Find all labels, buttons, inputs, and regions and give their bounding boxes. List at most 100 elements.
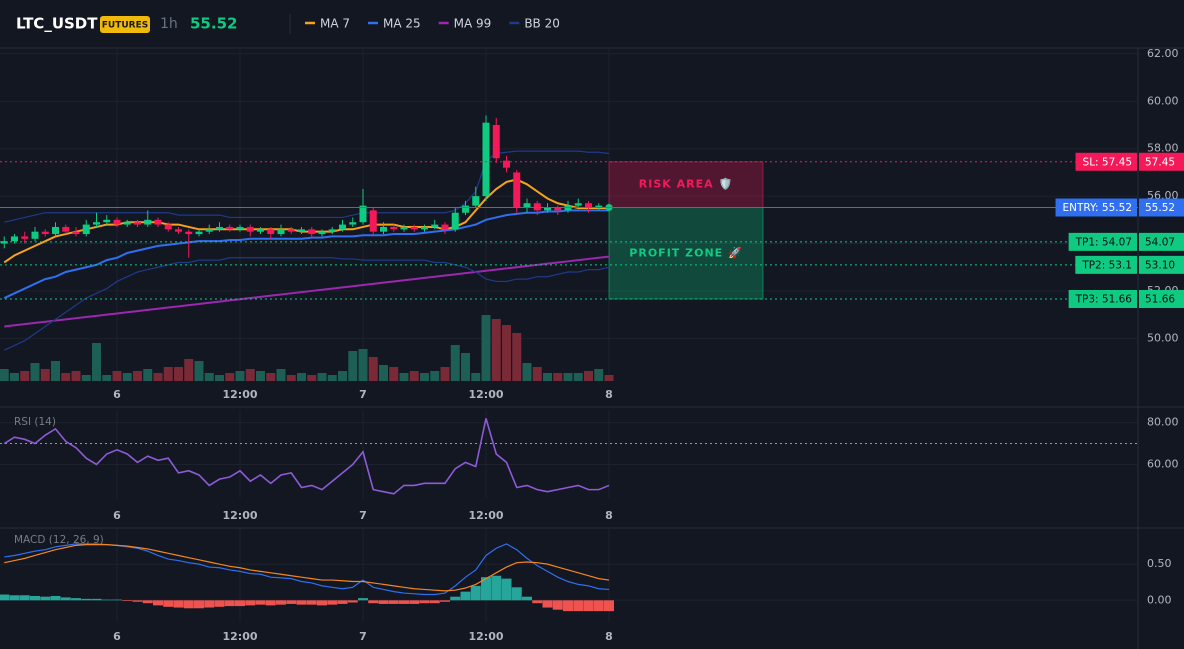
candle-body	[585, 203, 592, 208]
volume-bar	[327, 375, 337, 381]
volume-bar	[92, 343, 101, 381]
grid-layer: 62.0060.0058.0056.0054.0052.0050.00612:0…	[0, 47, 1179, 643]
candle-body	[308, 229, 316, 235]
level-tag	[1075, 152, 1137, 171]
candle-body	[72, 231, 80, 235]
histogram-bar	[71, 598, 81, 601]
band-upper	[4, 150, 610, 223]
histogram-bar	[153, 600, 163, 606]
level-label: TP3: 51.66	[1075, 293, 1133, 305]
histogram-bar	[214, 600, 225, 607]
y-tick-label: 0.50	[1147, 557, 1172, 570]
candle-body	[236, 226, 244, 230]
histogram-bar	[450, 596, 461, 601]
volume-bar	[307, 375, 317, 381]
x-tick-label: 8	[605, 509, 613, 522]
histogram-bar	[101, 599, 112, 601]
x-tick-label: 12:00	[468, 509, 503, 522]
candle-body	[103, 219, 111, 223]
histogram-bar	[491, 575, 502, 601]
level-label: TP2: 53.1	[1081, 259, 1132, 271]
x-tick-label: 6	[113, 630, 121, 643]
histogram-bar	[419, 600, 430, 604]
volume-bar	[440, 367, 450, 381]
histogram-bar	[501, 578, 512, 601]
histogram-bar	[50, 595, 61, 601]
level-price-tag	[1139, 255, 1184, 274]
candle-body	[451, 212, 459, 230]
candle-body	[492, 125, 500, 159]
volume-bar	[20, 371, 30, 381]
y-tick-label: 0.00	[1147, 593, 1172, 606]
volume-bar	[368, 357, 378, 381]
band-lower	[3, 257, 610, 351]
candle-body	[462, 205, 469, 213]
volume-bar	[81, 375, 91, 381]
zone-label: PROFIT ZONE 🚀	[629, 246, 742, 259]
histogram-bar	[9, 595, 20, 601]
level-tag	[1055, 198, 1137, 217]
volume-bar	[563, 373, 573, 381]
histogram-bar	[481, 577, 491, 601]
level-label: ENTRY: 55.52	[1063, 202, 1132, 214]
histogram-bar	[183, 600, 194, 609]
volume-bar	[225, 373, 235, 381]
histogram-bar	[388, 600, 399, 604]
x-tick-label: 12:00	[468, 388, 503, 401]
candle-body	[52, 226, 59, 235]
volume-bar	[112, 371, 122, 381]
histogram-bar	[235, 600, 245, 607]
signal-line	[4, 544, 610, 592]
volume-bar	[153, 373, 163, 381]
candle-body	[0, 241, 8, 244]
candle-body	[11, 236, 18, 242]
candle-body	[482, 122, 490, 197]
volume-bar	[0, 369, 9, 381]
volume-bar	[51, 361, 60, 381]
x-tick-label: 7	[359, 509, 367, 522]
volume-bar	[420, 373, 429, 381]
legend-label: MA 99	[454, 17, 492, 31]
histogram-bar	[317, 600, 327, 606]
volume-bar	[122, 373, 132, 381]
histogram-bar	[429, 600, 440, 604]
legend-label: BB 20	[524, 17, 560, 31]
x-tick-label: 12:00	[222, 509, 257, 522]
histogram-bar	[30, 595, 40, 601]
volume-bar	[573, 373, 583, 381]
candle-body	[328, 229, 336, 232]
volume-bar	[184, 359, 194, 381]
ma-line	[3, 178, 609, 264]
marks-layer	[0, 115, 614, 612]
histogram-bar	[194, 600, 204, 609]
candle-body	[185, 231, 193, 235]
candle-body	[195, 231, 203, 235]
volume-bar	[543, 373, 552, 381]
x-tick-label: 12:00	[222, 630, 257, 643]
panel-title: MACD (12, 26, 9)	[14, 534, 104, 546]
volume-bar	[512, 333, 522, 381]
volume-bar	[409, 371, 419, 381]
level-price: 53.10	[1145, 259, 1175, 271]
candle-body	[318, 231, 326, 235]
level-price-tag	[1139, 289, 1184, 308]
volume-bar	[286, 375, 296, 381]
histogram-bar	[265, 600, 276, 606]
ma-line	[4, 255, 610, 328]
histogram-bar	[347, 600, 358, 603]
candle-body	[441, 224, 449, 230]
histogram-bar	[40, 596, 51, 601]
candle-body	[410, 226, 418, 230]
candle-body	[503, 160, 510, 168]
histogram-bar	[470, 585, 481, 601]
level-tag	[1068, 232, 1137, 251]
volume-bar	[532, 367, 542, 381]
volume-bar	[215, 375, 224, 381]
y-tick-label: 60.00	[1147, 457, 1179, 470]
level-tag	[1075, 255, 1137, 274]
candle-body	[339, 224, 346, 230]
zone	[608, 207, 764, 300]
histogram-bar	[204, 600, 215, 608]
level-label: TP1: 54.07	[1075, 236, 1132, 248]
